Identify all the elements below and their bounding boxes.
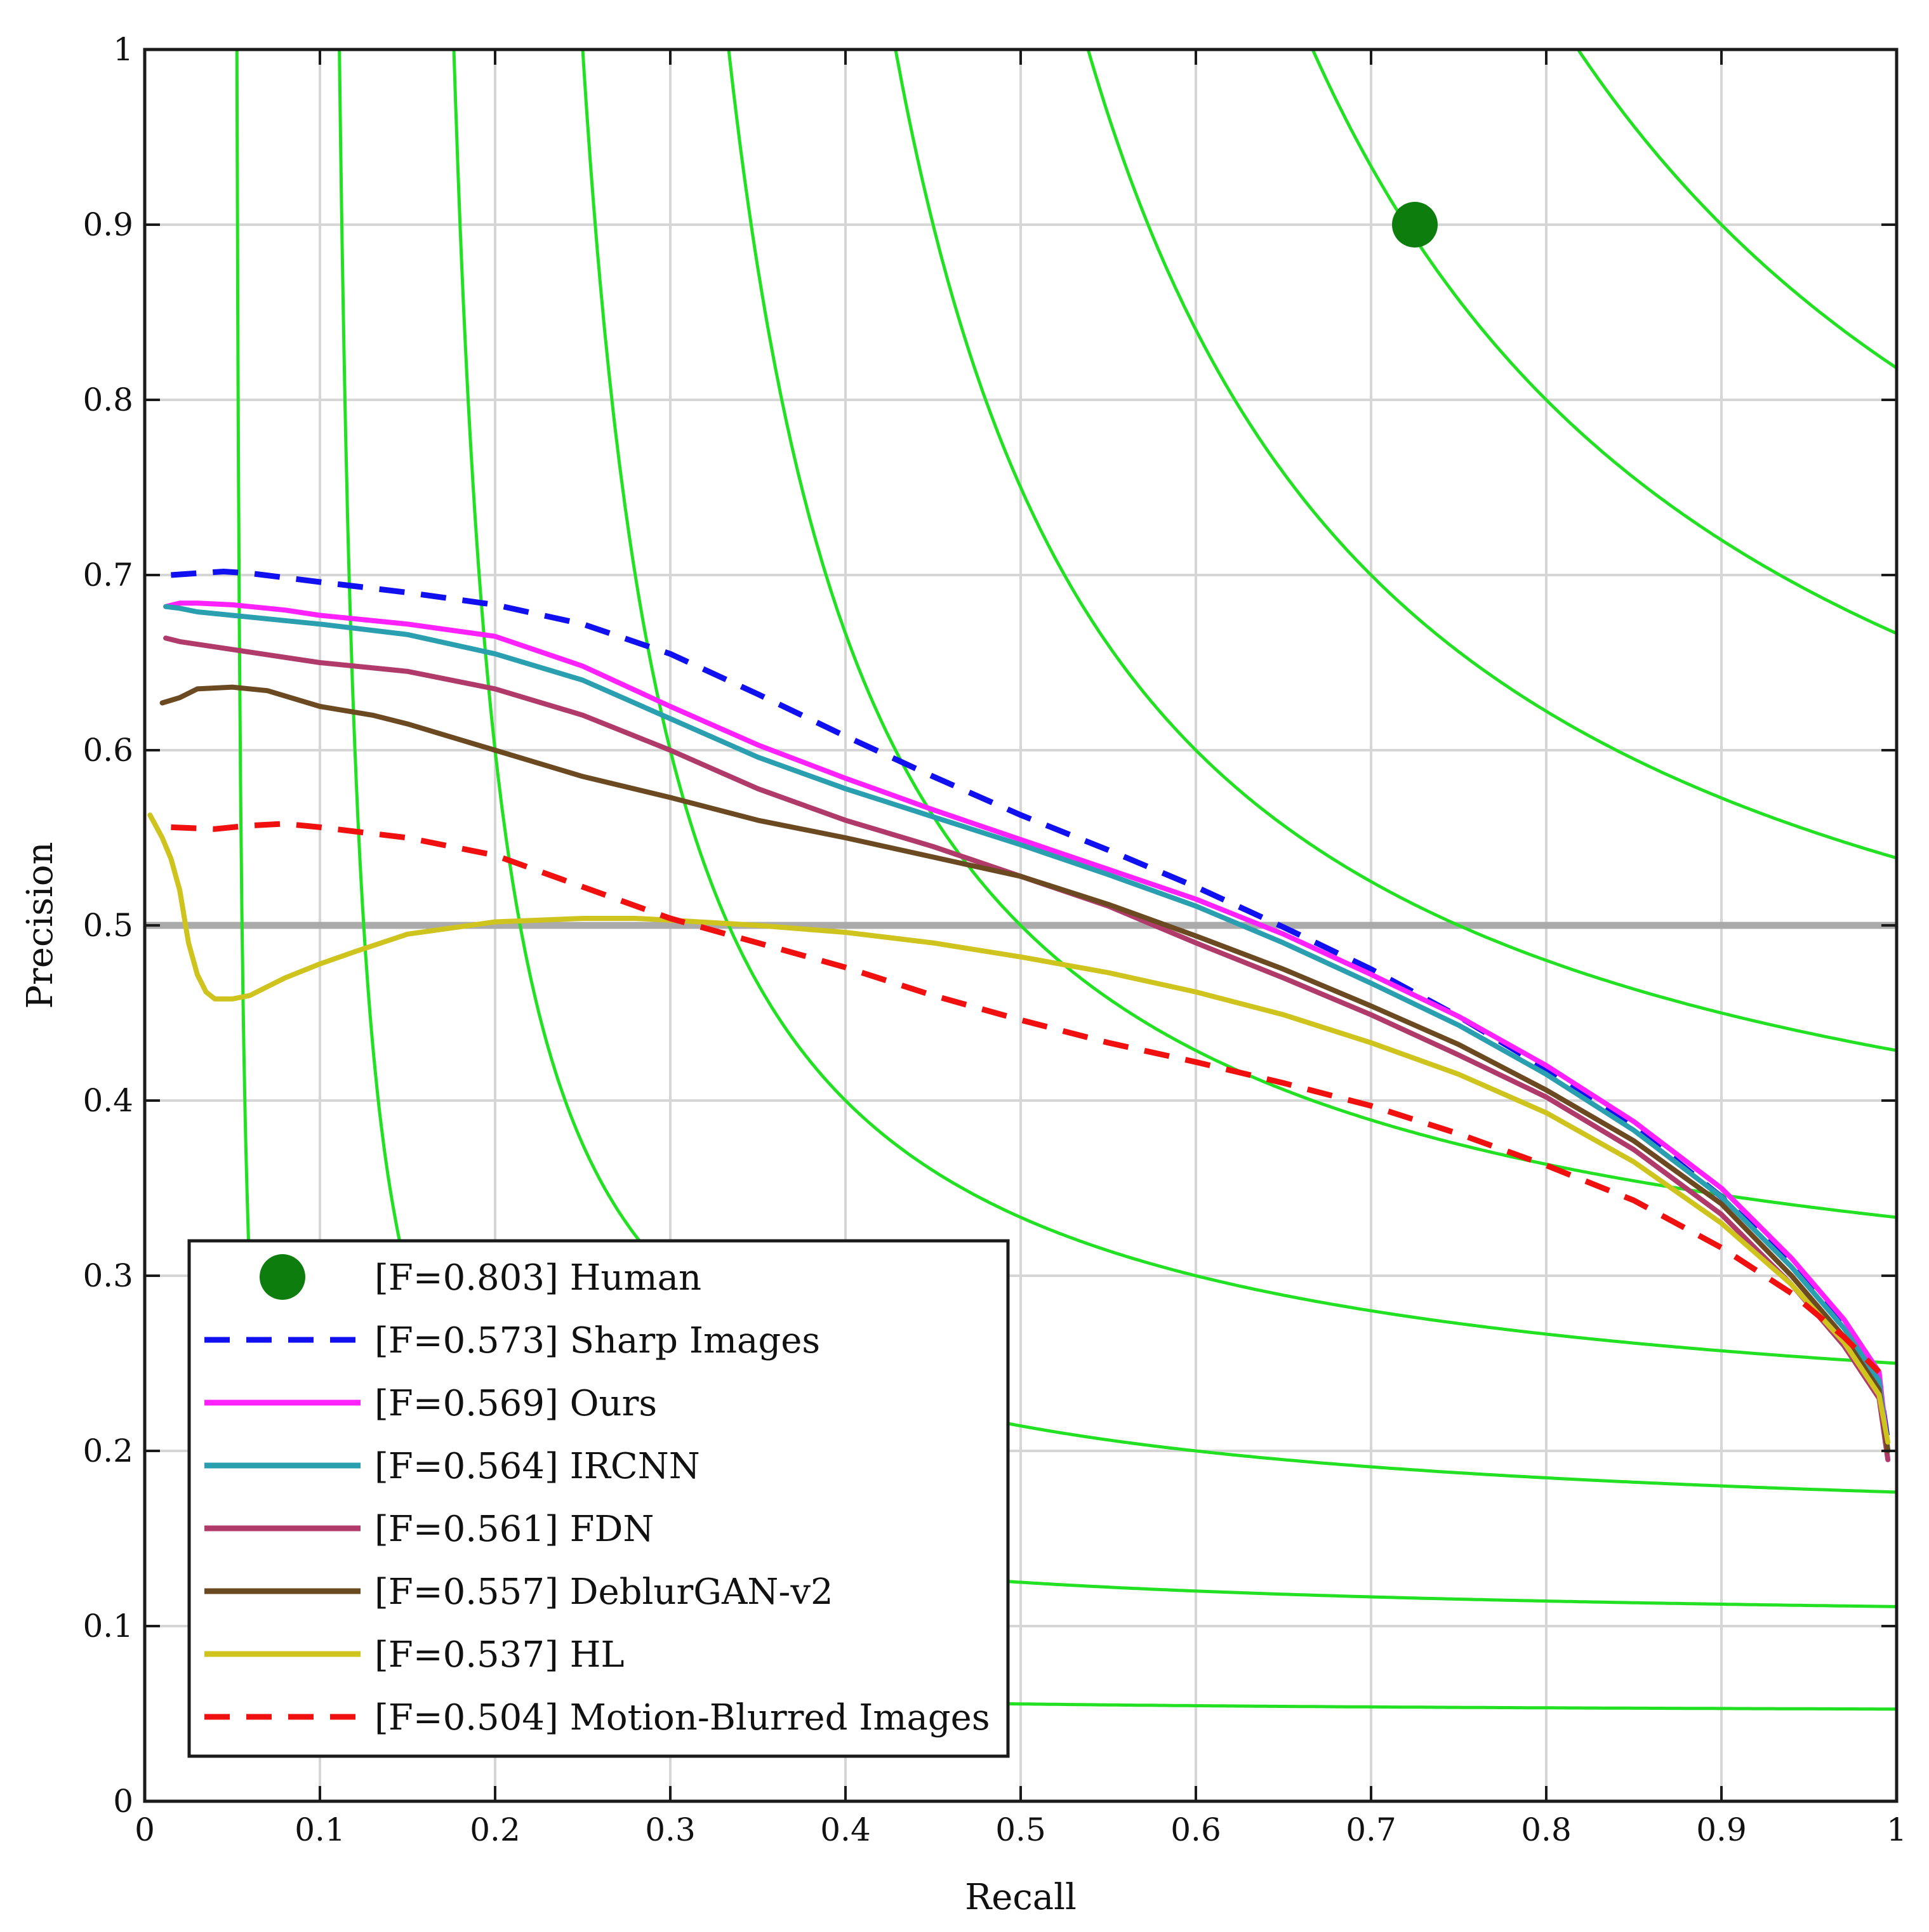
x-tick-label: 0.6: [1170, 1811, 1221, 1848]
point-human: [1392, 202, 1438, 248]
iso-f-curve: [1086, 50, 1897, 860]
series-line-ours: [163, 600, 1891, 1453]
iso-f-curve: [894, 50, 1897, 1052]
series-line-ircnn: [163, 604, 1891, 1453]
points: [1392, 202, 1438, 248]
legend-label-deblurgan-v2: [F=0.557] DeblurGAN-v2: [375, 1571, 833, 1613]
x-tick-label: 0.7: [1346, 1811, 1396, 1848]
x-tick-label: 0.3: [645, 1811, 696, 1848]
y-tick-label: 0.2: [83, 1432, 133, 1469]
series-line-hl: [147, 812, 1891, 1445]
y-tick-label: 0.8: [83, 381, 133, 418]
legend-label-hl: [F=0.537] HL: [375, 1634, 625, 1676]
x-tick-label: 0.1: [295, 1811, 345, 1848]
y-tick-label: 0: [113, 1783, 133, 1820]
x-tick-label: 1: [1886, 1811, 1907, 1848]
y-tick-label: 0.9: [83, 206, 133, 243]
x-tick-label: 0.9: [1696, 1811, 1747, 1848]
x-tick-label: 0.8: [1521, 1811, 1572, 1848]
axis-ticks: [143, 48, 1898, 1803]
legend-label-human: [F=0.803] Human: [375, 1257, 701, 1299]
y-axis-label: Precision: [20, 842, 61, 1009]
legend-box: [187, 1239, 1010, 1758]
tick-labels: 0 0.1 0.2 0.3 0.4 0.5 0.6 0.7 0.8 0.9 1 0 0.1 0.2 0.3 0…: [83, 31, 1906, 1848]
iso-f-curve: [581, 50, 1897, 1365]
legend-marker-human: [260, 1254, 305, 1300]
legend-label-sharp-images: [F=0.573] Sharp Images: [375, 1320, 820, 1361]
series-lines: [147, 569, 1891, 1462]
legend-label-fdn: [F=0.561] FDN: [375, 1509, 654, 1550]
y-tick-label: 0.6: [83, 732, 133, 769]
legend-label-ircnn: [F=0.564] IRCNN: [375, 1446, 700, 1487]
legend-label-motion-blurred-images: [F=0.504] Motion-Blurred Images: [375, 1697, 990, 1738]
y-tick-label: 0.3: [83, 1257, 133, 1294]
iso-f-curve: [727, 50, 1897, 1219]
x-tick-label: 0.5: [995, 1811, 1046, 1848]
y-tick-label: 1: [113, 31, 133, 68]
x-axis-label: Recall: [965, 1877, 1077, 1918]
legend-label-ours: [F=0.569] Ours: [375, 1383, 657, 1424]
x-tick-label: 0.4: [820, 1811, 871, 1848]
legend: [F=0.803] Human [F=0.573] Sharp Images [F=…: [187, 1239, 1010, 1758]
x-tick-label: 0.2: [470, 1811, 520, 1848]
series-line-deblurgan-v2: [159, 684, 1891, 1453]
y-tick-label: 0.1: [83, 1608, 133, 1644]
series-line-motion-blurred-images: [171, 821, 1881, 1374]
y-tick-label: 0.5: [83, 907, 133, 944]
iso-f-curve: [1311, 50, 1897, 635]
y-tick-label: 0.7: [83, 557, 133, 593]
y-tick-label: 0.4: [83, 1082, 133, 1119]
x-tick-label: 0: [135, 1811, 155, 1848]
iso-f-curve: [1576, 50, 1897, 369]
